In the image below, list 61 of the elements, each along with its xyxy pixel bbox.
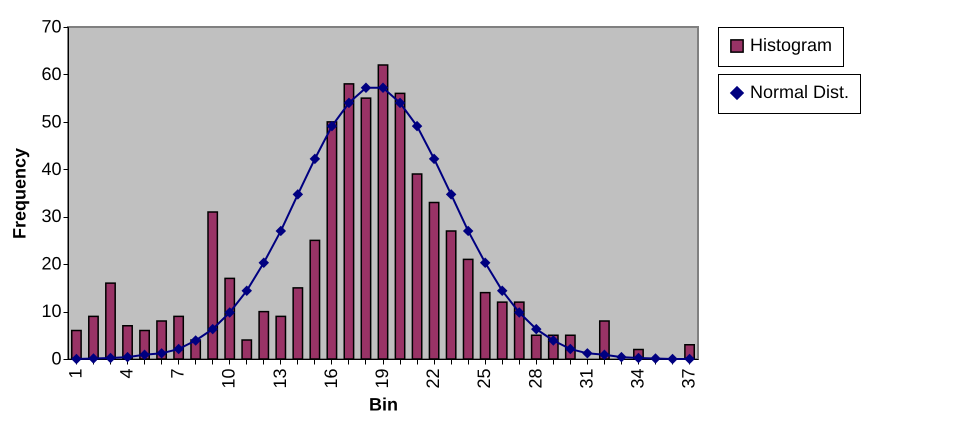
point — [242, 285, 252, 296]
point — [378, 82, 388, 93]
point — [190, 335, 201, 346]
y-tick-label: 60 — [41, 64, 62, 84]
y-axis-title: Frequency — [9, 148, 30, 240]
point — [122, 352, 133, 362]
legend-label: Normal Dist. — [750, 82, 850, 102]
x-tick-label: 25 — [474, 368, 494, 389]
x-tick-label: 37 — [678, 368, 699, 389]
point — [360, 82, 372, 93]
x-tick-label: 10 — [218, 368, 239, 389]
point — [207, 324, 218, 334]
point — [496, 285, 508, 296]
y-tick-label: 70 — [41, 16, 62, 36]
point — [599, 349, 610, 360]
x-tick-label: 28 — [525, 368, 546, 389]
y-tick-label: 40 — [41, 158, 62, 179]
point — [650, 353, 661, 364]
point — [71, 354, 82, 364]
x-axis-title: Bin — [369, 394, 398, 415]
point — [394, 98, 406, 108]
x-tick-label: 19 — [372, 368, 392, 389]
y-tick-label: 10 — [41, 301, 62, 322]
point — [88, 353, 99, 364]
x-tick-label: 22 — [423, 368, 444, 389]
y-tick-label: 30 — [41, 206, 62, 226]
point — [276, 226, 286, 236]
y-tick-label: 20 — [41, 254, 62, 274]
point — [480, 257, 490, 268]
point — [616, 352, 627, 362]
x-tick-label: 1 — [65, 368, 86, 379]
point — [446, 189, 456, 200]
point — [428, 154, 440, 164]
point — [667, 354, 678, 364]
x-tick-label: 7 — [168, 368, 188, 379]
x-tick-label: 34 — [627, 368, 648, 389]
legend-label: Histogram — [750, 35, 832, 55]
y-tick-label: 50 — [41, 111, 62, 132]
point — [344, 98, 354, 108]
point — [684, 354, 695, 364]
point — [633, 352, 644, 364]
y-tick-label: 0 — [51, 348, 62, 368]
point — [462, 226, 474, 236]
point — [292, 189, 304, 200]
x-tick-label: 13 — [270, 368, 290, 389]
point — [258, 257, 270, 268]
x-tick-label: 31 — [576, 368, 596, 389]
point — [156, 348, 167, 359]
point — [173, 344, 184, 354]
x-tick-label: 16 — [320, 368, 341, 389]
point — [582, 348, 593, 359]
x-tick-label: 4 — [116, 368, 137, 379]
point — [310, 154, 320, 164]
point — [412, 120, 422, 132]
point — [139, 349, 150, 360]
point — [224, 307, 235, 318]
point — [548, 335, 559, 346]
point — [514, 307, 524, 318]
point — [105, 352, 116, 364]
point — [531, 324, 542, 334]
point — [326, 120, 338, 132]
